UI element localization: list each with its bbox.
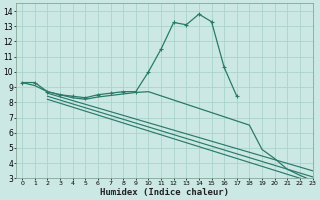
- X-axis label: Humidex (Indice chaleur): Humidex (Indice chaleur): [100, 188, 229, 197]
